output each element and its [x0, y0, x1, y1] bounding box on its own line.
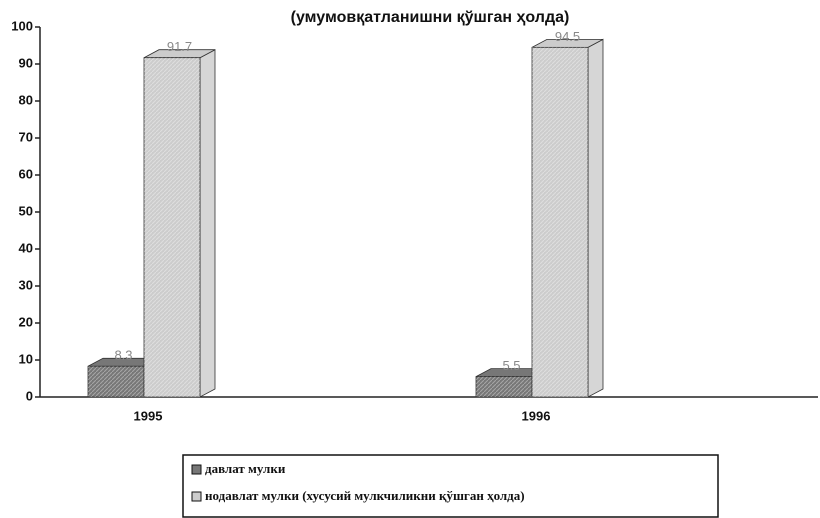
chart-subtitle: (умумовқатланишни қўшган ҳолда)	[291, 9, 570, 26]
x-tick-label: 1996	[522, 408, 551, 423]
y-tick-label: 50	[19, 203, 33, 218]
y-tick-label: 0	[26, 388, 33, 403]
legend-box	[182, 454, 719, 518]
legend-swatch	[191, 464, 202, 475]
y-tick-label: 70	[19, 129, 33, 144]
legend-label: давлат мулки	[205, 461, 286, 476]
value-label: 8.3	[114, 348, 132, 363]
x-tick-label: 1995	[134, 408, 163, 423]
value-label: 91.7	[167, 39, 192, 54]
y-tick-label: 90	[19, 55, 33, 70]
bar-side	[199, 49, 216, 398]
y-tick-label: 30	[19, 277, 33, 292]
bar-hatch	[88, 366, 144, 397]
y-tick-label: 10	[19, 351, 33, 366]
y-tick-label: 60	[19, 166, 33, 181]
y-tick-label: 40	[19, 240, 33, 255]
legend-label: нодавлат мулки (хусусий мулкчиликни қўшг…	[205, 488, 525, 503]
y-tick-label: 20	[19, 314, 33, 329]
bar-hatch	[532, 47, 588, 397]
value-label: 5.5	[502, 358, 520, 373]
y-tick-label: 80	[19, 92, 33, 107]
value-label: 94.5	[555, 29, 580, 44]
legend-swatch	[191, 491, 202, 502]
bar-hatch	[476, 376, 532, 397]
bar-hatch	[144, 57, 200, 398]
bar-side	[587, 38, 604, 398]
y-tick-label: 100	[11, 18, 33, 33]
